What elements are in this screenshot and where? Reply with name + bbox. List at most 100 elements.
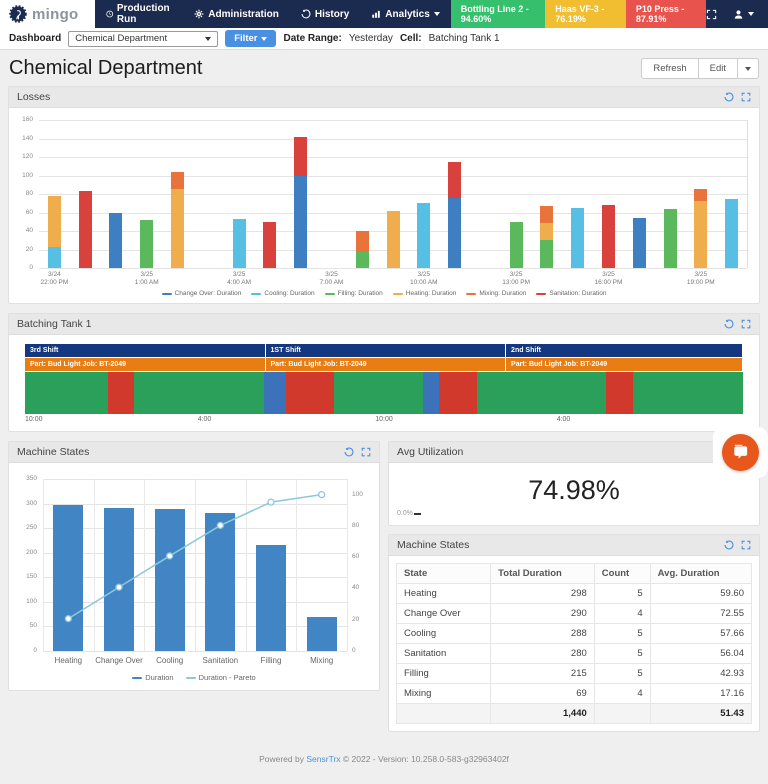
pareto-bar[interactable] — [104, 508, 134, 651]
refresh-icon[interactable] — [344, 447, 354, 457]
refresh-icon[interactable] — [724, 92, 734, 102]
refresh-icon[interactable] — [724, 540, 734, 550]
losses-bar-segment[interactable] — [109, 213, 123, 268]
y-axis-left-tick: 0 — [33, 647, 37, 654]
losses-bar-segment[interactable] — [171, 171, 185, 190]
losses-bar-segment[interactable] — [601, 205, 615, 268]
losses-bar-segment[interactable] — [540, 222, 554, 241]
machine-badge-p10-press[interactable]: P10 Press - 87.91% — [625, 0, 706, 28]
gantt-state-segment-running[interactable] — [633, 372, 743, 414]
gantt-state-segment-down[interactable] — [605, 372, 634, 414]
user-menu[interactable] — [733, 9, 754, 20]
losses-bar-segment[interactable] — [171, 189, 185, 268]
losses-bar-segment[interactable] — [47, 246, 61, 268]
x-axis-tick: 3/24 22:00 PM — [40, 271, 69, 287]
plot-right-border — [747, 120, 748, 268]
losses-bar-segment[interactable] — [417, 203, 431, 268]
losses-bar-segment[interactable] — [355, 231, 369, 253]
x-axis-tick: 3/25 19:00 PM — [686, 271, 715, 287]
gantt-state-segment-down[interactable] — [108, 372, 135, 414]
losses-bar-segment[interactable] — [632, 218, 646, 268]
gantt-state-segment-running[interactable] — [25, 372, 109, 414]
nav-item-administration[interactable]: Administration — [183, 0, 290, 28]
gantt-job-segment[interactable]: Part: Bud Light Job: BT-2049 — [506, 358, 743, 371]
losses-bar-segment[interactable] — [540, 240, 554, 268]
sensrtrx-link[interactable]: SensrTrx — [306, 754, 341, 764]
gantt-state-segment-down[interactable] — [285, 372, 334, 414]
edit-button[interactable]: Edit — [698, 58, 738, 79]
losses-bar-segment[interactable] — [448, 197, 462, 268]
legend-item: Sanitation: Duration — [536, 290, 606, 297]
pareto-bar[interactable] — [306, 617, 337, 651]
pareto-bar[interactable] — [154, 509, 185, 651]
gantt-state-segment-running[interactable] — [477, 372, 606, 414]
cell-label: Cell: — [399, 33, 422, 44]
nav-label: Administration — [208, 8, 279, 20]
gantt-state-segment-changeover[interactable] — [422, 372, 440, 414]
gantt-shift-segment[interactable]: 1ST Shift — [265, 344, 507, 357]
fullscreen-icon[interactable] — [706, 9, 717, 20]
table-cell: 5 — [593, 663, 651, 684]
losses-bar-segment[interactable] — [263, 221, 277, 268]
gantt-state-segment-running[interactable] — [333, 372, 423, 414]
losses-bar-segment[interactable] — [694, 189, 708, 202]
losses-bar-segment[interactable] — [47, 195, 61, 247]
gantt-shift-label: 2nd Shift — [511, 347, 541, 354]
gridline-vertical — [245, 479, 247, 651]
gantt-shift-segment[interactable]: 2nd Shift — [506, 344, 743, 357]
expand-icon[interactable] — [741, 319, 751, 329]
losses-bar-segment[interactable] — [663, 208, 677, 268]
gantt-shift-label: 1ST Shift — [270, 347, 301, 354]
losses-bar-segment[interactable] — [294, 136, 308, 177]
machine-badge-bottling-line-2[interactable]: Bottling Line 2 - 94.60% — [450, 0, 546, 28]
losses-bar-segment[interactable] — [140, 219, 154, 268]
nav-item-production-run[interactable]: Production Run — [95, 0, 184, 28]
losses-bar-segment[interactable] — [78, 191, 92, 268]
legend-marker — [324, 292, 335, 295]
gantt-job-segment[interactable]: Part: Bud Light Job: BT-2049 — [265, 358, 507, 371]
filter-button[interactable]: Filter — [225, 30, 277, 47]
expand-icon[interactable] — [741, 92, 751, 102]
legend-label: Duration - Pareto — [198, 673, 256, 682]
losses-bar-segment[interactable] — [694, 201, 708, 268]
gantt-shift-segment[interactable]: 3rd Shift — [25, 344, 266, 357]
chat-button[interactable] — [722, 434, 759, 471]
y-axis-tick: 0 — [29, 264, 33, 271]
losses-bar-segment[interactable] — [232, 218, 246, 268]
losses-bar-segment[interactable] — [540, 206, 554, 223]
brand-name: mingo — [32, 5, 79, 23]
legend-label: Sanitation: Duration — [549, 290, 607, 297]
dashboard-select[interactable]: Chemical Department — [68, 30, 219, 47]
gridline-vertical — [296, 479, 298, 651]
chevron-down-icon — [261, 36, 268, 41]
losses-bar-segment[interactable] — [294, 176, 308, 268]
bottom-row: Machine States 0 50 100 150 200 250 300 350 0 20 4… — [8, 441, 760, 732]
mingo-logo[interactable]: mingo — [0, 0, 95, 28]
machine-states-table-panel: Machine States State Total Duration Count A… — [388, 534, 760, 732]
losses-bar-segment[interactable] — [448, 161, 462, 198]
gantt-job-segment[interactable]: Part: Bud Light Job: BT-2049 — [25, 358, 266, 371]
y-axis-right-tick: 40 — [352, 584, 360, 592]
gantt-state-segment-changeover[interactable] — [264, 372, 286, 414]
machine-badge-haas-vf3[interactable]: Haas VF-3 - 76.19% — [545, 0, 626, 28]
nav-item-history[interactable]: History — [290, 0, 360, 28]
losses-bar-segment[interactable] — [509, 221, 523, 268]
gantt-state-segment-down[interactable] — [439, 372, 478, 414]
expand-icon[interactable] — [361, 447, 371, 457]
gantt-job-label: Part: Bud Light Job: BT-2049 — [270, 361, 367, 368]
mingo-logo-icon — [9, 5, 27, 23]
nav-item-analytics[interactable]: Analytics — [360, 0, 450, 28]
pareto-bar[interactable] — [53, 504, 84, 651]
refresh-button[interactable]: Refresh — [641, 58, 699, 79]
refresh-icon[interactable] — [724, 319, 734, 329]
pareto-bar[interactable] — [256, 545, 286, 651]
gantt-state-segment-running[interactable] — [134, 372, 265, 414]
losses-bar-segment[interactable] — [725, 198, 739, 268]
losses-bar-segment[interactable] — [386, 210, 400, 268]
losses-bar-segment[interactable] — [355, 252, 369, 268]
losses-bar-segment[interactable] — [571, 207, 585, 268]
expand-icon[interactable] — [741, 540, 751, 550]
pareto-bar[interactable] — [205, 513, 236, 651]
edit-dropdown-button[interactable] — [738, 58, 759, 79]
table-cell: Heating — [395, 583, 492, 604]
